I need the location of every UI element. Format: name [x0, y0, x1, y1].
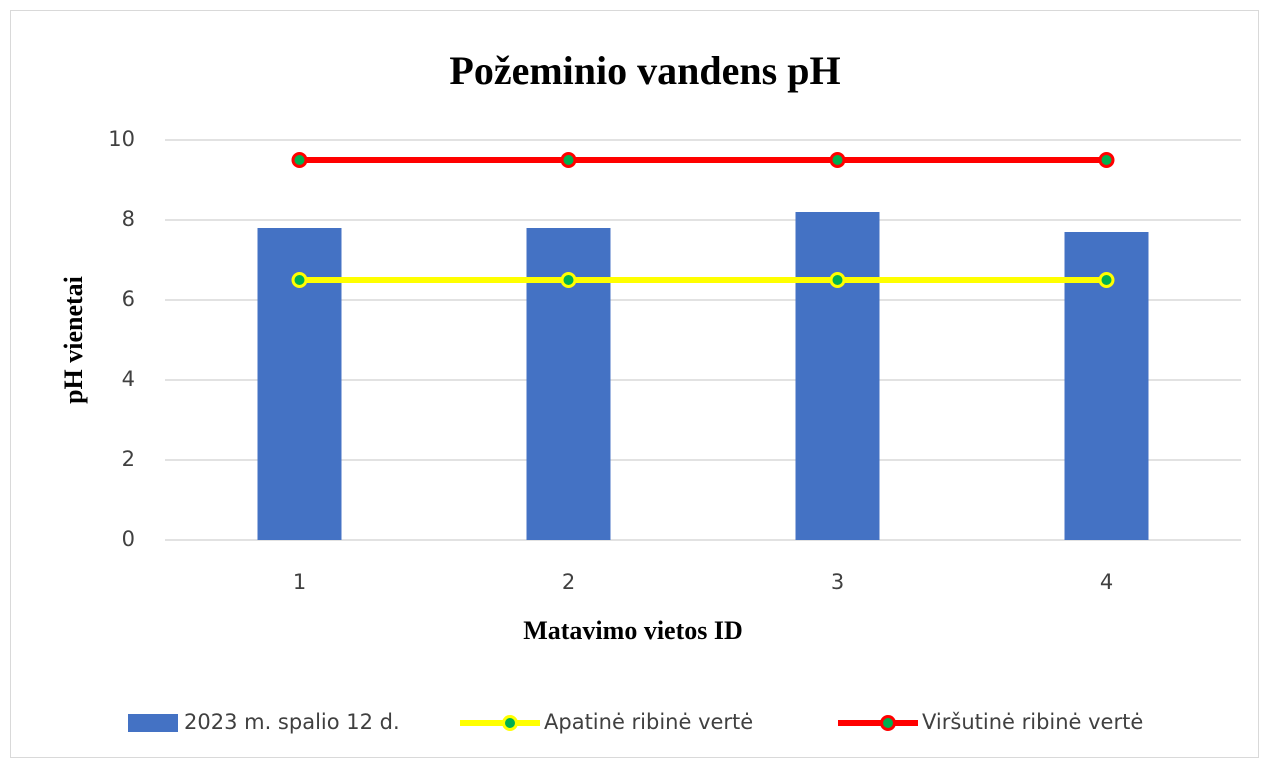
marker — [291, 272, 308, 288]
marker — [829, 272, 846, 288]
chart-title: Požeminio vandens pH — [449, 48, 840, 93]
legend-label: Apatinė ribinė vertė — [544, 710, 753, 734]
chart-border — [10, 10, 1259, 758]
y-tick-label: 10 — [108, 127, 135, 151]
legend-swatch — [128, 714, 178, 732]
legend-label: Viršutinė ribinė vertė — [922, 710, 1143, 734]
x-tick-label: 3 — [831, 570, 844, 594]
legend-label: 2023 m. spalio 12 d. — [184, 710, 400, 734]
marker — [291, 152, 308, 168]
marker — [829, 152, 846, 168]
marker — [560, 272, 577, 288]
marker — [560, 152, 577, 168]
x-tick-label: 4 — [1100, 570, 1113, 594]
y-tick-label: 0 — [122, 527, 135, 551]
y-tick-label: 2 — [122, 447, 135, 471]
marker — [1098, 152, 1115, 168]
y-tick-label: 8 — [122, 207, 135, 231]
marker — [1098, 272, 1115, 288]
legend-marker — [502, 715, 518, 731]
y-tick-label: 6 — [122, 287, 135, 311]
y-tick-label: 4 — [122, 367, 135, 391]
y-axis-label: pH vienetai — [59, 276, 88, 404]
x-tick-label: 1 — [293, 570, 306, 594]
bar — [795, 212, 880, 540]
x-tick-label: 2 — [562, 570, 575, 594]
legend-marker — [880, 715, 896, 731]
x-axis-label: Matavimo vietos ID — [523, 616, 743, 645]
